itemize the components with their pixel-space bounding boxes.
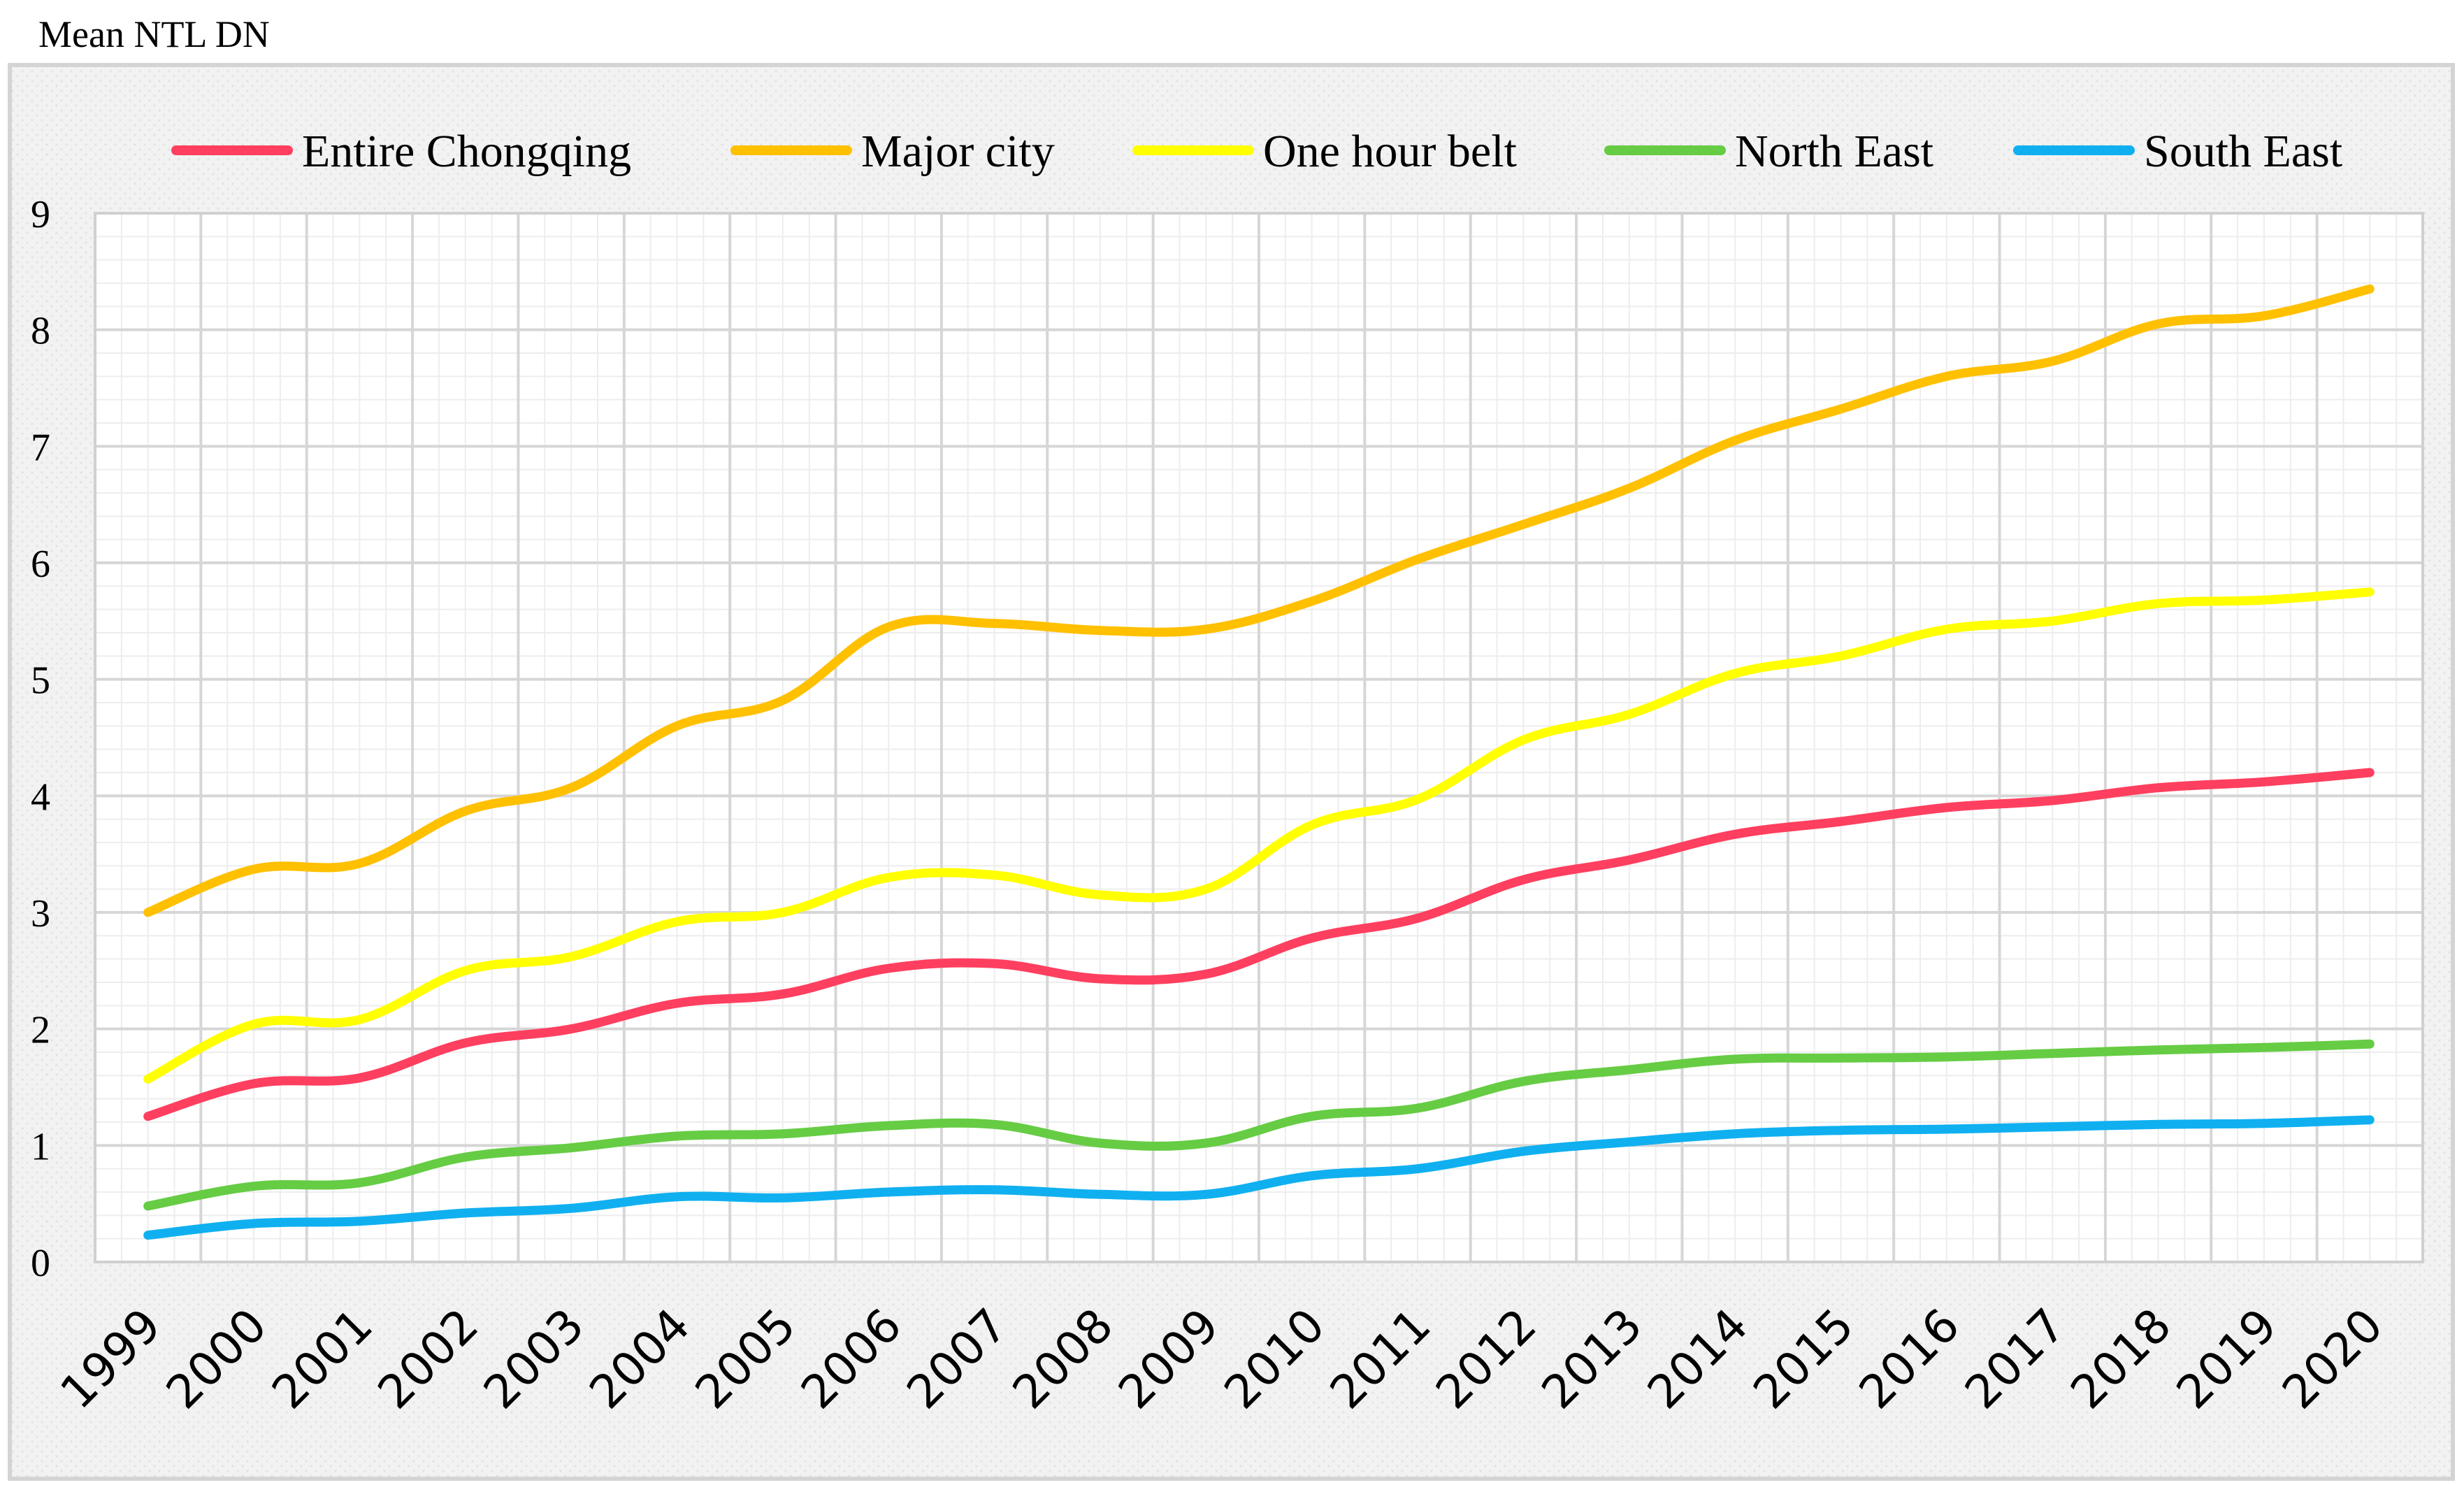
y-tick-label: 1: [31, 1125, 50, 1168]
plot-border: [94, 212, 2424, 1263]
series-line-entire-chongqing: [143, 768, 2375, 1121]
legend-label-north-east: North East: [1735, 126, 1933, 177]
series-line-south-east: [143, 1115, 2375, 1240]
legend-label-entire-chongqing: Entire Chongqing: [302, 126, 631, 177]
legend-label-south-east: South East: [2144, 126, 2342, 177]
legend-label-one-hour-belt: One hour belt: [1263, 126, 1517, 177]
series-line-one-hour-belt: [143, 587, 2375, 1084]
series-layer: [143, 284, 2375, 1240]
y-tick-label: 2: [31, 1009, 50, 1052]
series-line-north-east: [143, 1039, 2375, 1211]
legend: Entire Chongqing Major city One hour belt N…: [171, 126, 2342, 177]
y-axis-label: Mean NTL DN: [38, 13, 270, 55]
legend-label-major-city: Major city: [861, 126, 1055, 177]
y-tick-label: 8: [31, 310, 50, 353]
y-tick-label: 5: [31, 659, 50, 703]
y-tick-label: 9: [31, 193, 50, 236]
y-tick-label: 4: [31, 775, 50, 819]
series-line-major-city: [143, 284, 2375, 917]
y-tick-label: 3: [31, 892, 50, 935]
y-tick-label: 7: [31, 426, 50, 469]
y-tick-label: 6: [31, 543, 50, 586]
y-tick-label: 0: [31, 1242, 50, 1285]
y-axis-ticks: 0 1 2 3 4 5 6 7 8 9: [31, 193, 50, 1285]
